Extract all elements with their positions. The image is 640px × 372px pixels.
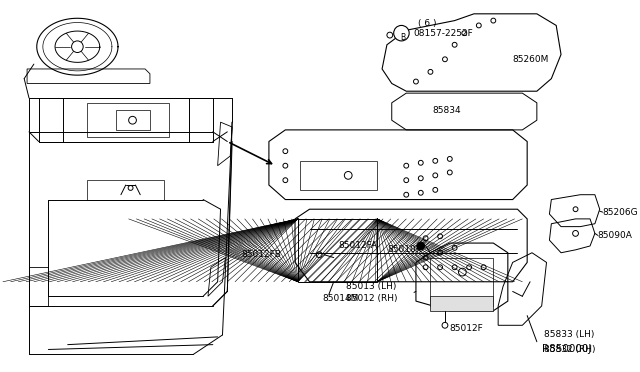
Circle shape bbox=[316, 252, 322, 257]
Text: 85833 (LH): 85833 (LH) bbox=[543, 330, 594, 340]
Circle shape bbox=[433, 187, 438, 192]
Text: 85012F: 85012F bbox=[450, 324, 484, 333]
Text: 85834: 85834 bbox=[433, 106, 461, 115]
Circle shape bbox=[491, 18, 496, 23]
Circle shape bbox=[72, 41, 83, 52]
Text: 85260M: 85260M bbox=[513, 55, 549, 64]
Circle shape bbox=[462, 31, 467, 36]
Text: 85010K: 85010K bbox=[387, 246, 422, 254]
Circle shape bbox=[433, 158, 438, 163]
Circle shape bbox=[417, 242, 424, 250]
Circle shape bbox=[128, 186, 133, 190]
Circle shape bbox=[283, 163, 288, 168]
Circle shape bbox=[404, 163, 409, 168]
Circle shape bbox=[283, 149, 288, 154]
Circle shape bbox=[404, 178, 409, 183]
Text: 85012FB: 85012FB bbox=[242, 250, 282, 259]
Circle shape bbox=[442, 323, 448, 328]
Circle shape bbox=[283, 178, 288, 183]
Circle shape bbox=[452, 42, 457, 47]
Text: 85090A: 85090A bbox=[598, 231, 633, 240]
Text: 85012 (RH): 85012 (RH) bbox=[346, 294, 398, 303]
Circle shape bbox=[452, 265, 457, 270]
Circle shape bbox=[423, 255, 428, 260]
Circle shape bbox=[447, 170, 452, 175]
Circle shape bbox=[467, 265, 472, 270]
Text: 08157-2252F: 08157-2252F bbox=[413, 29, 473, 38]
Circle shape bbox=[442, 57, 447, 62]
Circle shape bbox=[419, 190, 423, 195]
Text: ( 6 ): ( 6 ) bbox=[418, 19, 436, 28]
Circle shape bbox=[344, 171, 352, 179]
Text: 85012FA: 85012FA bbox=[339, 241, 378, 250]
Circle shape bbox=[419, 176, 423, 181]
Circle shape bbox=[428, 70, 433, 74]
Text: R850000J: R850000J bbox=[541, 343, 591, 353]
Polygon shape bbox=[431, 296, 493, 311]
Circle shape bbox=[458, 268, 466, 276]
Circle shape bbox=[404, 192, 409, 197]
Text: 85832 (RH): 85832 (RH) bbox=[543, 345, 595, 354]
Text: 85206G: 85206G bbox=[603, 208, 638, 217]
Circle shape bbox=[394, 25, 409, 41]
Circle shape bbox=[438, 250, 442, 255]
Circle shape bbox=[447, 157, 452, 161]
Circle shape bbox=[129, 116, 136, 124]
Circle shape bbox=[573, 207, 578, 212]
Circle shape bbox=[387, 32, 393, 38]
Circle shape bbox=[433, 173, 438, 178]
Circle shape bbox=[573, 231, 579, 236]
Circle shape bbox=[423, 236, 428, 241]
Circle shape bbox=[423, 265, 428, 270]
Text: 85014M: 85014M bbox=[322, 294, 358, 303]
Circle shape bbox=[476, 23, 481, 28]
Circle shape bbox=[438, 265, 442, 270]
Circle shape bbox=[481, 265, 486, 270]
Text: B: B bbox=[400, 32, 405, 42]
Circle shape bbox=[419, 160, 423, 165]
Circle shape bbox=[438, 234, 442, 239]
Text: 85013 (LH): 85013 (LH) bbox=[346, 282, 397, 291]
Circle shape bbox=[413, 79, 419, 84]
Circle shape bbox=[452, 246, 457, 250]
